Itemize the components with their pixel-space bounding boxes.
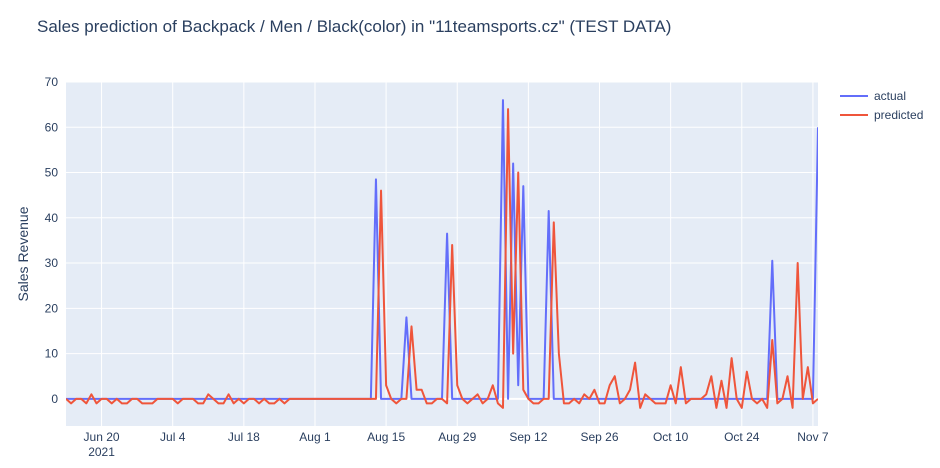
y-tick-label: 20: [45, 301, 59, 315]
x-tick-label: Oct 24: [724, 430, 760, 444]
legend-item-predicted[interactable]: predicted: [840, 108, 923, 122]
y-axis-title: Sales Revenue: [15, 206, 31, 301]
x-tick-label: Jul 18: [228, 430, 260, 444]
x-tick-label: Jul 4: [160, 430, 186, 444]
legend-item-actual[interactable]: actual: [840, 89, 906, 103]
legend: actual predicted: [840, 89, 923, 122]
y-axis-ticks: 0 10 20 30 40 50 60 70: [45, 75, 59, 406]
y-tick-label: 30: [45, 256, 59, 270]
y-tick-label: 40: [45, 211, 59, 225]
x-tick-label: Sep 26: [580, 430, 618, 444]
y-tick-label: 70: [45, 75, 59, 89]
legend-label: predicted: [874, 108, 923, 122]
x-tick-label: Aug 1: [299, 430, 331, 444]
y-tick-label: 0: [51, 392, 58, 406]
y-tick-label: 50: [45, 166, 59, 180]
y-tick-label: 60: [45, 120, 59, 134]
chart-title: Sales prediction of Backpack / Men / Bla…: [37, 17, 671, 36]
x-tick-label: Jun 20: [84, 430, 120, 444]
x-tick-sublabel: 2021: [88, 445, 115, 459]
x-tick-label: Nov 7: [797, 430, 829, 444]
x-tick-label: Aug 15: [367, 430, 405, 444]
series-lines: [66, 99, 818, 409]
y-tick-label: 10: [45, 347, 59, 361]
x-tick-label: Oct 10: [653, 430, 689, 444]
x-tick-label: Aug 29: [438, 430, 476, 444]
legend-label: actual: [874, 89, 906, 103]
x-tick-label: Sep 12: [509, 430, 547, 444]
